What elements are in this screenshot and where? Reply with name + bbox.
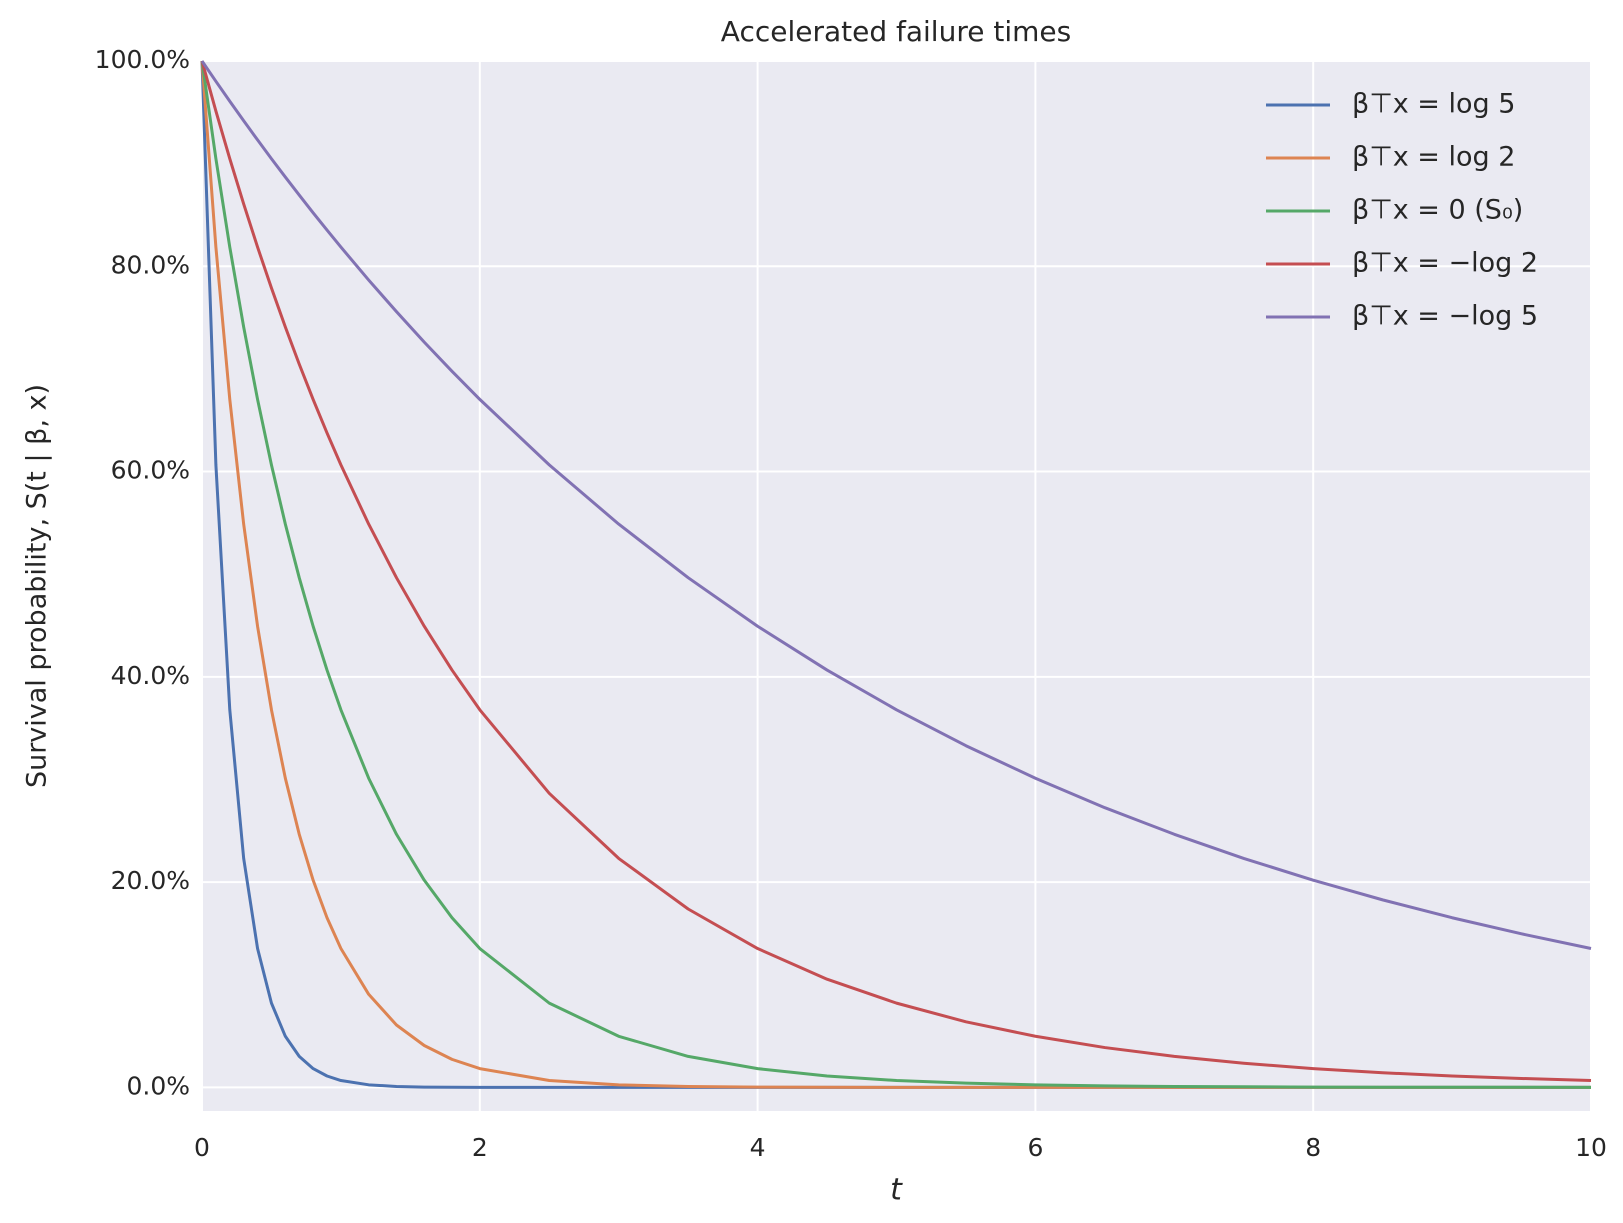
x-tick-label: 4: [750, 1133, 766, 1162]
y-tick-label: 40.0%: [111, 661, 190, 690]
line-series: [200, 60, 1592, 1083]
y-tick-label: 60.0%: [111, 456, 190, 485]
legend-label: β⊤x = −log 5: [1352, 301, 1538, 332]
legend-label: β⊤x = log 5: [1352, 89, 1515, 120]
x-tick-label: 10: [1575, 1133, 1607, 1162]
x-tick-label: 0: [194, 1133, 210, 1162]
x-tick-label: 2: [472, 1133, 488, 1162]
chart-title: Accelerated failure times: [721, 15, 1071, 48]
x-tick-label: 8: [1305, 1133, 1321, 1162]
x-tick-label: 6: [1027, 1133, 1043, 1162]
legend-label: β⊤x = −log 2: [1352, 248, 1538, 279]
y-tick-label: 20.0%: [111, 866, 190, 895]
x-axis-label: t: [890, 1173, 903, 1208]
y-tick-label: 80.0%: [111, 250, 190, 279]
line-series: [200, 60, 1592, 1089]
legend-label: β⊤x = 0 (S₀): [1352, 195, 1523, 226]
y-axis-label: Survival probability, S(t | β, x): [22, 384, 53, 788]
legend-label: β⊤x = log 2: [1352, 142, 1515, 173]
plot-background: [202, 61, 1591, 1111]
y-tick-label: 100.0%: [95, 45, 190, 74]
line-series: [200, 60, 1592, 950]
y-tick-label: 0.0%: [126, 1071, 190, 1100]
